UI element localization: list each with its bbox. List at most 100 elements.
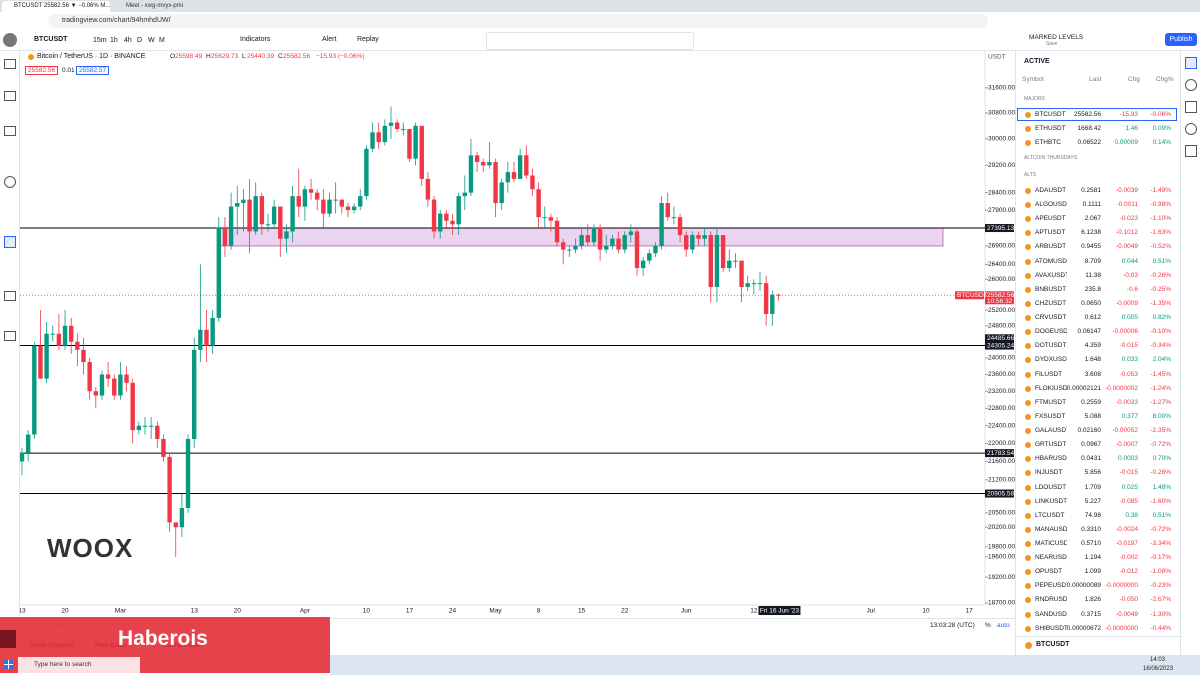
symbol[interactable]: MATICUSDT [1035,540,1067,547]
sidebar-icon[interactable] [1185,57,1197,69]
symbol[interactable]: DOTUSDT [1035,342,1067,350]
change-pct: -1.49% [1150,187,1171,194]
symbol[interactable]: FTMUSDT [1035,398,1067,406]
interval[interactable]: D [137,37,143,44]
symbol[interactable]: AVAXUSDT [1035,271,1067,279]
symbol-icon [1025,385,1031,392]
publish[interactable]: Publish [1165,33,1197,46]
y-tick-label: 26000.00 [988,276,1015,283]
crosshair-date: Fri 16 Jun '23 [760,608,800,615]
column-header: Symbol [1022,76,1044,83]
symbol[interactable]: LTCUSDT [1035,511,1065,519]
interval[interactable]: 4h [124,37,132,44]
symbol[interactable]: MANAUSDT [1035,525,1067,533]
change: -0.012 [1119,568,1138,576]
y-tick-label: 20500.00 [988,509,1015,516]
candle-body [431,199,437,232]
url-field[interactable] [48,14,988,28]
symbol-icon [1025,126,1031,132]
sidebar-icon[interactable] [1185,101,1197,113]
symbol[interactable]: FILUSDT [1035,370,1063,378]
replay[interactable]: Replay [357,36,379,43]
candle-body [653,245,658,254]
sidebar-icon[interactable] [1185,123,1197,135]
symbol[interactable]: ETHBTC [1035,139,1061,146]
candle-body [93,391,98,396]
change: -0.015 [1119,342,1138,350]
save[interactable]: Save [1046,41,1058,47]
indicators[interactable]: Indicators [240,36,271,43]
symbol[interactable]: GRTUSDT [1035,441,1067,449]
symbol[interactable]: APEUSDT [1035,215,1066,223]
symbol[interactable]: DOGEUSDT [1035,328,1067,336]
drawing-toolbar[interactable] [486,32,694,50]
symbol[interactable]: LINKUSDT [1035,497,1067,505]
coin-icon [28,54,34,60]
symbol[interactable]: ADAUSDT [1035,187,1067,194]
symbol[interactable]: GALAUSDT [1035,427,1067,435]
symbol-icon [1025,188,1031,194]
symbol[interactable]: BTCUSDT [1035,111,1066,118]
interval[interactable]: 1h [110,37,118,44]
sidebar-icon[interactable] [1185,145,1197,157]
tool-icon[interactable] [4,126,16,136]
symbol-icon [1025,526,1031,533]
browser-tab[interactable]: BTCUSDT 25582.56 ▼ −0.06% M... [2,1,110,12]
symbol[interactable]: BNBUSDT [1035,285,1067,293]
symbol-search[interactable]: BTCUSDT [34,36,68,43]
symbol[interactable]: NEARUSDT [1035,554,1067,562]
sell-price[interactable]: 25582.56 [25,66,59,75]
symbol[interactable]: RNDRUSDT [1035,596,1067,604]
tool-icon[interactable] [4,176,16,188]
percent-toggle[interactable]: % [985,622,991,629]
search-box[interactable] [18,657,140,673]
symbol[interactable]: FLOKIUSDT [1035,384,1067,392]
symbol[interactable]: APTUSDT [1035,229,1066,237]
browser-tab[interactable]: Meet - xwg-mvyx-pmi [126,3,184,9]
tool-icon[interactable] [4,91,16,101]
tool-icon[interactable] [4,291,16,301]
symbol[interactable]: OPUSDT [1035,568,1063,576]
tool-icon[interactable] [4,331,16,341]
symbol[interactable]: ETHUSDT [1035,125,1066,132]
list-name[interactable]: ACTIVE [1024,58,1050,65]
symbol[interactable]: ALGOUSDT [1035,201,1067,209]
tool-icon[interactable] [4,236,16,248]
symbol[interactable]: SANDUSDT [1035,610,1067,618]
y-tick-label: 18700.00 [988,600,1015,607]
last: 2.067 [1084,215,1101,223]
column-header: Chg [1128,76,1140,83]
symbol[interactable]: SHIBUSDT [1035,624,1067,632]
symbol[interactable]: LDOUSDT [1035,483,1067,491]
symbol[interactable]: INJUSDT [1035,469,1063,477]
interval[interactable]: W [148,37,155,44]
candle-body [444,213,449,221]
symbol[interactable]: CRVUSDT [1035,314,1067,322]
symbol[interactable]: ARBUSDT [1035,243,1067,251]
symbol[interactable]: PEPEUSDT [1035,582,1067,590]
auto-toggle[interactable]: auto [997,622,1010,629]
symbol[interactable]: CHZUSDT [1035,299,1067,307]
symbol[interactable]: HBARUSDT [1035,455,1067,463]
footer-symbol[interactable]: BTCUSDT [1036,641,1070,648]
alert[interactable]: Alert [322,36,337,43]
interval[interactable]: M [159,37,165,44]
candle-body [271,206,277,225]
symbol[interactable]: FXSUSDT [1035,412,1066,420]
layout-name[interactable]: MARKED LEVELS [1029,34,1084,41]
y-tick-label: 26900.00 [988,243,1015,250]
candle-body [56,333,62,346]
selected-row[interactable] [1017,108,1177,121]
buy-price[interactable]: 25582.57 [76,66,110,75]
start-button[interactable] [4,660,13,669]
sidebar-icon[interactable] [1185,79,1197,91]
candle-body [727,260,732,269]
chart[interactable]: USDT 31600.00 30800.00 30000.00 29200.00 2840… [0,0,1015,620]
tool-icon[interactable] [4,59,16,69]
symbol[interactable]: ATOMUSDT [1035,257,1067,265]
interval[interactable]: 15m [93,37,107,44]
symbol[interactable]: DYDXUSDT [1035,356,1067,364]
change: -0.1012 [1115,229,1138,237]
avatar[interactable] [3,33,17,47]
candle-body [339,199,344,207]
